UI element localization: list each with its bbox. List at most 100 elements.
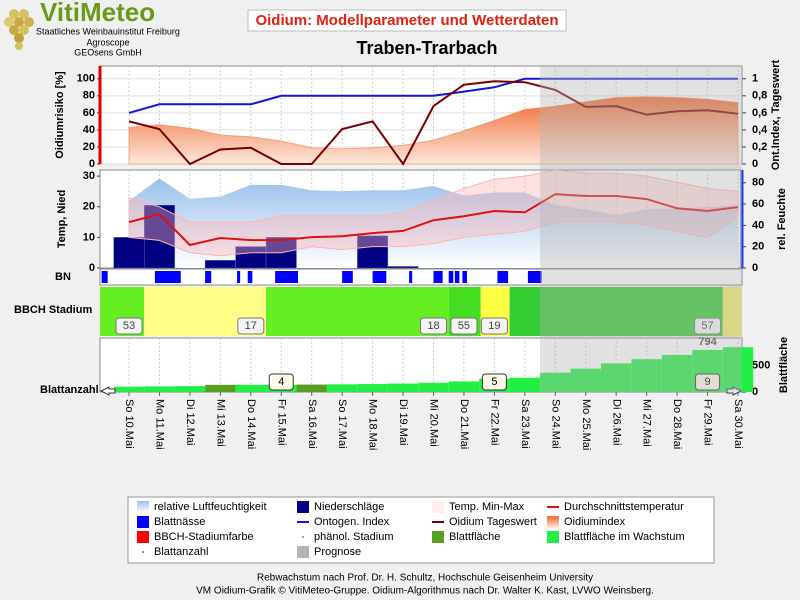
y-tick-label: 80 <box>83 90 95 102</box>
legend-label: Blattfläche im Wachstum <box>564 531 685 543</box>
legend-label: BBCH-Stadiumfarbe <box>154 531 254 543</box>
bar <box>235 384 266 392</box>
legend-box <box>127 496 715 564</box>
leaf-wetness <box>205 271 212 283</box>
y2-tick-label: 500 <box>752 359 770 371</box>
y2-tick-label: 40 <box>752 219 764 231</box>
bar <box>448 381 480 392</box>
legend-swatch <box>137 501 149 513</box>
x-tick-label: Mi 13.Mai <box>214 399 226 447</box>
leaf-wetness <box>409 271 413 283</box>
stage-label: 17 <box>245 320 257 332</box>
axis-label: Ont.Index, Tageswert <box>770 59 782 170</box>
leaf-wetness <box>247 271 253 283</box>
x-tick-label: Di 12.Mai <box>184 399 196 445</box>
bar <box>387 266 419 269</box>
y2-tick-label: 0,6 <box>752 107 767 119</box>
bar <box>144 386 175 392</box>
leaf-wetness <box>154 271 181 283</box>
x-tick-label: Di 26.Mai <box>610 399 622 445</box>
y2-tick-label: 0 <box>752 386 758 398</box>
stage-label-box <box>480 317 508 335</box>
legend-swatch <box>142 551 144 553</box>
y2-tick-label: 0 <box>752 158 758 170</box>
arrow <box>99 386 116 396</box>
org: Agroscope <box>86 37 129 47</box>
legend-label: Durchschnittstemperatur <box>564 501 684 513</box>
stage-label-box <box>115 317 143 335</box>
stage-segment <box>266 287 449 336</box>
line <box>128 77 738 114</box>
bar <box>387 383 419 392</box>
line <box>128 80 739 166</box>
legend-label: Prognose <box>314 546 361 558</box>
stage-label-box <box>450 317 478 335</box>
leaf-wetness <box>372 271 387 283</box>
bar <box>418 382 449 392</box>
x-tick-label: Do 28.Mai <box>671 399 683 449</box>
leaf-wetness <box>433 271 443 283</box>
leaf-wetness <box>462 271 467 283</box>
legend-label: Ontogen. Index <box>314 516 390 528</box>
y-tick-label: 0 <box>89 262 95 274</box>
bar <box>509 377 541 392</box>
bar <box>296 384 327 392</box>
x-tick-label: Do 21.Mai <box>458 399 470 449</box>
y-tick-label: 10 <box>83 231 95 243</box>
bar <box>174 386 206 392</box>
legend-swatch <box>297 501 309 513</box>
panel <box>99 268 743 286</box>
x-tick-label: Mi 27.Mai <box>641 399 653 447</box>
org: Staatliches Weinbauinstitut Freiburg <box>36 26 180 36</box>
leaf-wetness <box>101 271 108 283</box>
legend-swatch <box>137 516 149 528</box>
legend-swatch <box>547 531 559 543</box>
x-tick-label: So 10.Mai <box>123 399 135 449</box>
logo-grapes <box>4 9 34 50</box>
bar <box>722 347 754 392</box>
logo: VitiMeteo <box>40 0 155 27</box>
x-tick-label: Fr 15.Mai <box>275 399 287 445</box>
stage-label: 53 <box>123 320 135 332</box>
stage-label: 55 <box>458 320 470 332</box>
y2-tick-label: 0 <box>752 262 758 274</box>
bar <box>357 235 389 269</box>
bar <box>661 354 693 392</box>
title: Oidium: Modellparameter und Wetterdaten <box>255 12 558 29</box>
leaf-wetness <box>448 271 454 283</box>
value-label: 794 <box>698 336 717 348</box>
bar <box>570 368 601 392</box>
y2-tick-label: 1 <box>752 73 758 85</box>
count-box <box>695 373 721 391</box>
bar <box>357 384 388 392</box>
band <box>128 169 739 257</box>
x-tick-label: Do 14.Mai <box>245 399 257 449</box>
stage-label: 18 <box>427 320 439 332</box>
x-tick-label: Mo 11.Mai <box>154 399 166 450</box>
footer: Rebwachstum nach Prof. Dr. H. Schultz, H… <box>257 573 593 584</box>
y2-tick-label: 0,8 <box>752 90 767 102</box>
y-tick-label: 30 <box>83 170 95 182</box>
leaf-wetness <box>454 271 460 283</box>
legend-swatch <box>302 536 304 538</box>
y2-tick-label: 0,2 <box>752 141 767 153</box>
y2-tick-label: 20 <box>752 241 764 253</box>
stage-label: 57 <box>701 320 713 332</box>
stage-label-box <box>237 317 265 335</box>
legend-swatch <box>137 531 149 543</box>
bar <box>113 386 145 392</box>
stage-label: 19 <box>488 320 500 332</box>
x-tick-label: Mo 18.Mai <box>367 399 379 450</box>
x-tick-label: Di 19.Mai <box>397 399 409 445</box>
leaf-wetness <box>527 271 542 283</box>
legend-label: Blattfläche <box>449 531 500 543</box>
y2-tick-label: 0,4 <box>752 124 768 136</box>
y-tick-label: 60 <box>83 107 95 119</box>
leaf-wetness <box>275 271 298 283</box>
legend-label: relative Luftfeuchtigkeit <box>154 501 267 513</box>
x-tick-label: Fr 22.Mai <box>488 399 500 445</box>
legend-swatch <box>547 516 559 528</box>
bar <box>144 204 175 269</box>
axis-label: BBCH Stadium <box>14 304 92 316</box>
